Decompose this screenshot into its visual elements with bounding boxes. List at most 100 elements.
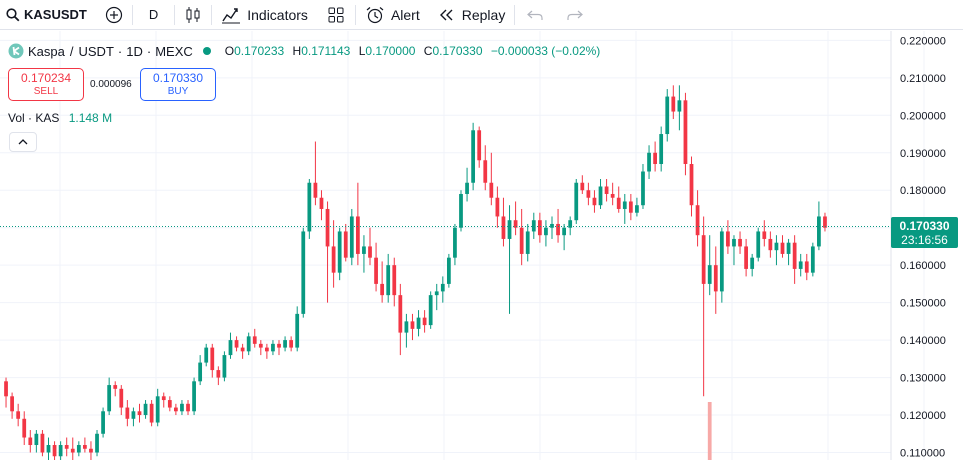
candle-up [143,400,148,419]
undo-button[interactable] [515,0,555,30]
candle-up [386,253,391,303]
candle-up [598,178,603,209]
candle-down [483,145,488,191]
candle-body [258,343,263,348]
ohlc-values: O0.170233 H0.171143 L0.170000 C0.170330 … [224,44,601,58]
sell-price: 0.170234 [20,71,72,85]
candle-body [489,182,494,198]
candle-down [313,141,318,206]
candle-down [149,400,154,427]
sell-label: SELL [33,86,59,97]
candle-up [635,197,639,217]
symbol-search-button[interactable]: KASUSDT [0,0,96,30]
candle-down [240,343,245,359]
toolbar-divider [354,4,356,25]
chart-canvas[interactable]: 0.220000 0.210000 0.200000 0.190000 0.180000… [0,31,963,460]
redo-icon [567,10,584,20]
toolbar-divider [174,4,176,25]
candle-body [616,197,621,209]
candle-up [750,253,755,277]
candle-body [610,193,615,198]
candle-body [180,403,184,412]
volume-bar [707,402,712,460]
collapse-legend-button[interactable] [9,132,37,152]
candle-body [562,227,567,236]
candle-down [277,340,281,356]
candle-up [228,332,233,359]
buy-label: BUY [167,86,189,97]
price-tick-label: 0.180000 [900,185,946,197]
candle-up [647,145,651,179]
candle-up [416,310,421,337]
volume-bars [707,402,712,460]
price-tick-label: 0.110000 [900,448,945,460]
compare-symbol-button[interactable] [96,0,132,30]
candle-down [695,190,700,247]
candle-body [786,242,791,254]
toolbar-divider [514,4,516,25]
plus-circle-icon [105,6,122,23]
layouts-button[interactable] [317,0,355,30]
candle-up [544,220,548,247]
candle-down [10,392,14,419]
candle-body [434,291,439,296]
market-status-dot[interactable] [202,47,211,55]
toolbar-divider [211,4,213,25]
candle-body [271,343,275,352]
candle-body [113,385,118,389]
candle-body [440,283,445,292]
candle-body [550,223,554,228]
candle-body [453,227,457,258]
candle-body [28,437,33,446]
candle-down [410,313,415,341]
candle-body [780,242,785,254]
candle-body [471,130,476,183]
candle-body [4,381,8,397]
candle-down [28,430,33,453]
candle-body [798,261,803,269]
spread-value: 0.000096 [90,79,132,90]
replay-button[interactable]: Replay [429,0,515,30]
buy-button[interactable]: 0.170330 BUY [140,68,216,101]
candle-body [404,321,409,333]
candle-body [628,201,633,213]
indicators-button[interactable]: Indicators [212,0,317,30]
candle-body [398,295,403,333]
candle-body [495,197,500,217]
candle-down [16,403,21,427]
candle-down [167,396,172,412]
candle-body [22,418,27,438]
replay-label: Replay [461,6,506,23]
alert-button[interactable]: Alert [356,0,429,30]
candle-up [58,441,63,460]
candle-down [325,201,330,303]
candle-body [598,186,603,206]
candle-body [713,265,718,292]
symbol-interval: 1D [126,43,143,59]
grid-lines [0,31,925,460]
candle-up [107,377,112,416]
candle-body [750,257,755,269]
candle-body [580,182,585,191]
candle-body [186,403,190,412]
chart-type-button[interactable] [175,0,211,30]
price-tick-label: 0.210000 [900,73,946,85]
candle-body [446,257,451,284]
interval-button[interactable]: D [133,0,174,30]
candle-body [10,396,14,412]
candlestick-chart[interactable]: 0.220000 0.210000 0.200000 0.190000 0.180000… [0,31,963,460]
redo-button[interactable] [555,0,595,30]
candle-up [659,126,664,172]
sell-button[interactable]: 0.170234 SELL [8,68,84,101]
search-icon [6,7,20,21]
candle-body [653,152,657,165]
candle-body [331,246,336,273]
candle-down [823,212,827,232]
candle-down [174,403,178,416]
candle-down [70,437,75,460]
candle-body [519,227,524,254]
candle-body [295,313,300,348]
toolbar-divider [131,4,133,25]
ohlc-low: 0.170000 [365,44,416,58]
rewind-icon [439,9,453,20]
